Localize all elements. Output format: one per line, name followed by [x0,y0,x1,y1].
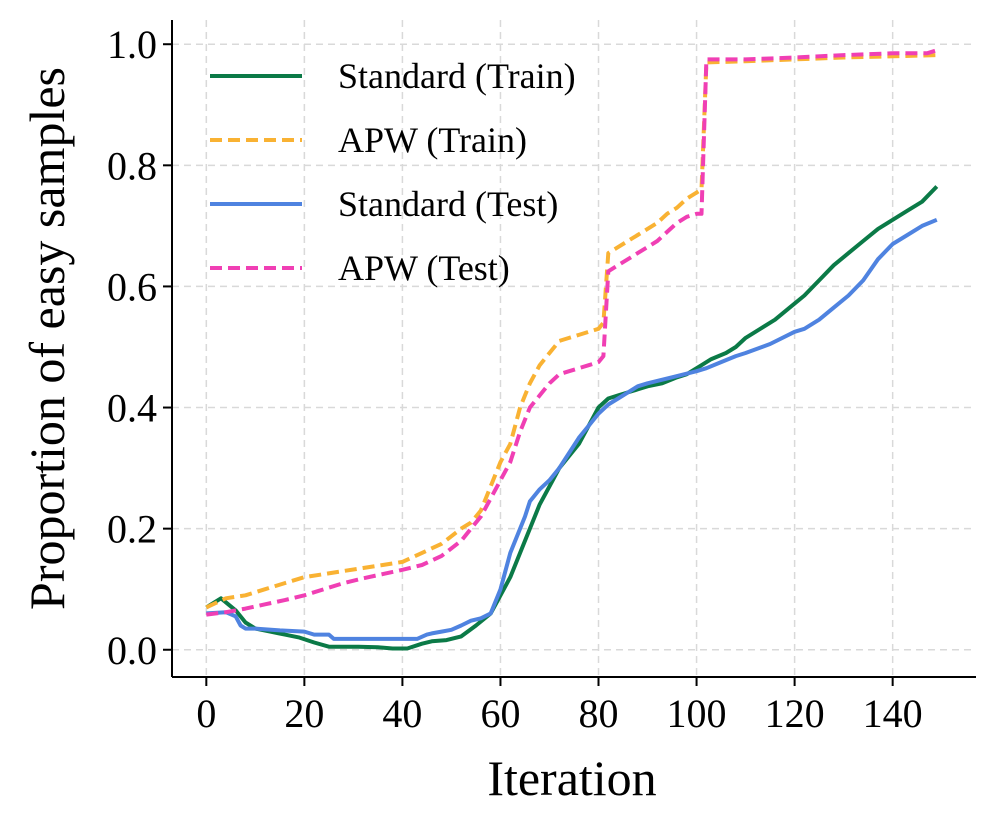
legend-label: APW (Test) [338,248,510,288]
x-tick-label: 140 [863,691,923,736]
y-tick-label: 0.8 [107,143,157,188]
series-line-standard-test [206,217,938,641]
x-tick-label: 80 [579,691,619,736]
x-tick-label: 40 [382,691,422,736]
series-line-apw-train [205,53,937,610]
x-tick-label: 60 [480,691,520,736]
series-line-standard-train [205,185,939,651]
legend: Standard (Train) APW (Train) Standard (Tes… [210,56,576,288]
x-tick-label: 20 [284,691,324,736]
y-tick-label: 0.0 [107,628,157,673]
y-tick-label: 0.2 [107,507,157,552]
legend-label: Standard (Train) [338,56,576,96]
y-tick-label: 0.6 [107,264,157,309]
legend-label: APW (Train) [338,120,527,160]
grid-lines [172,20,976,677]
y-axis-label: Proportion of easy samples [19,67,75,610]
y-tick-label: 0.4 [107,386,157,431]
x-tick-label: 100 [667,691,727,736]
x-tick-label: 0 [196,691,216,736]
axes [163,20,976,686]
series-line-apw-test [206,48,938,617]
x-axis-label: Iteration [487,750,656,806]
y-tick-label: 1.0 [107,22,157,67]
tick-labels: 0 20 40 60 80 100 120 140 0.0 0.2 0.4 0.6 0.8 1.0 [107,22,923,736]
legend-label: Standard (Test) [338,184,558,224]
x-tick-label: 120 [765,691,825,736]
series-lines [205,48,939,651]
